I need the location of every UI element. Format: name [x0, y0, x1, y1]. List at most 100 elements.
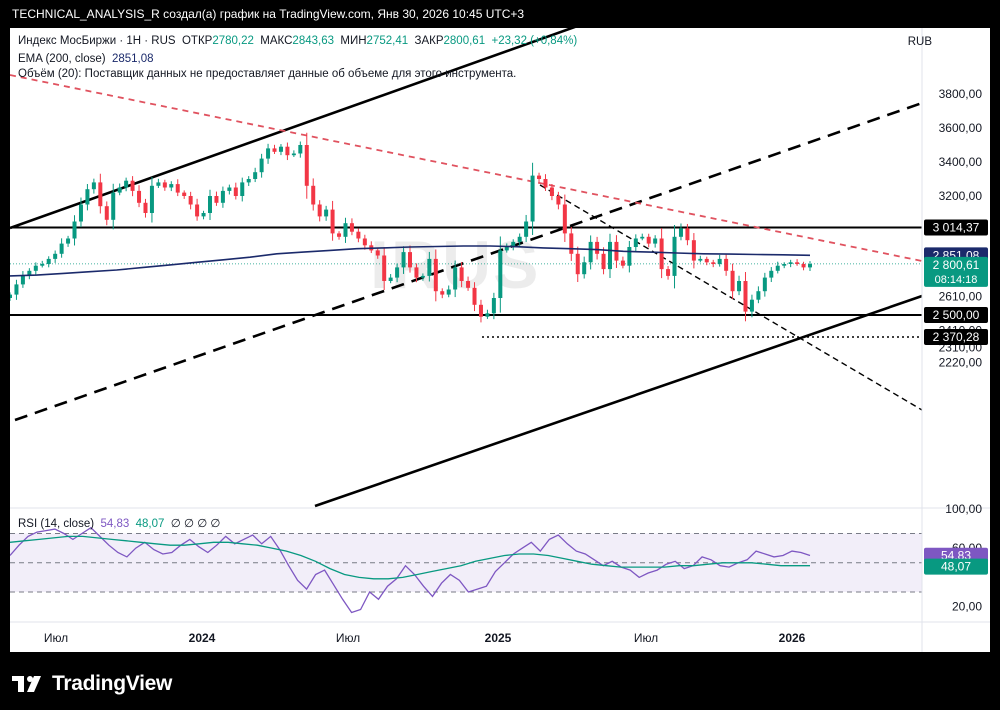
- time-tick-label: Июл: [634, 631, 658, 645]
- candle-body: [769, 270, 774, 278]
- candle-body: [14, 284, 19, 295]
- volume-legend[interactable]: Объём (20): Поставщик данных не предоста…: [18, 68, 516, 80]
- price-tick-label: 2610,00: [939, 289, 983, 303]
- rsi-legend[interactable]: RSI (14, close) 54,83 48,07 ∅ ∅ ∅ ∅: [18, 516, 220, 530]
- candle-body: [775, 265, 780, 271]
- candle-body: [646, 236, 651, 244]
- candle-body: [266, 148, 271, 159]
- price-tick-label: 3800,00: [939, 87, 983, 101]
- candle-body: [111, 192, 116, 220]
- candle-body: [201, 213, 206, 217]
- candle-body: [124, 180, 129, 188]
- candle-body: [259, 158, 264, 173]
- candle-body: [285, 146, 290, 156]
- candle-body: [582, 262, 587, 275]
- channel-lower-line: [314, 294, 923, 508]
- candle-body: [524, 221, 529, 237]
- candle-body: [704, 258, 709, 263]
- candle-body: [291, 153, 296, 156]
- candle-body: [730, 270, 735, 292]
- candle-body: [685, 228, 690, 241]
- candle-body: [556, 196, 561, 205]
- candle-body: [537, 175, 542, 179]
- candle-body: [311, 185, 316, 205]
- ema-200-line: [10, 245, 811, 277]
- candle-body: [162, 182, 167, 188]
- candle-body: [246, 179, 251, 183]
- ema-label: EMA (200, close): [18, 53, 106, 65]
- rsi-tick-label: 20,00: [952, 600, 982, 614]
- candle-body: [253, 172, 258, 179]
- close-label: ЗАКР: [414, 35, 444, 47]
- candle-body: [343, 223, 348, 237]
- ema-legend[interactable]: EMA (200, close) 2851,08: [18, 53, 154, 65]
- volume-text: Объём (20): Поставщик данных не предоста…: [18, 68, 517, 80]
- candle-body: [104, 206, 109, 220]
- candle-body: [330, 209, 335, 234]
- time-tick-label: Июл: [336, 631, 360, 645]
- candle-body: [724, 258, 729, 271]
- candle-body: [324, 209, 329, 217]
- symbol-watermark: IRUS: [370, 226, 540, 304]
- candle-body: [401, 252, 406, 268]
- currency-label[interactable]: RUB: [907, 36, 932, 48]
- candle-body: [85, 189, 90, 205]
- candle-body: [72, 221, 77, 239]
- candle-body: [227, 187, 232, 191]
- candle-body: [46, 258, 51, 264]
- dashed-downtrend-line: [539, 184, 923, 411]
- tradingview-logo-icon: [12, 676, 41, 692]
- axis-layer: 3800,003600,003400,003200,002610,002410,…: [10, 28, 990, 652]
- candle-body: [10, 294, 12, 298]
- price-tick-label: 2220,00: [939, 356, 983, 370]
- chart-panel[interactable]: IRUS 3800,003600,003400,003200,002610,00…: [10, 28, 990, 652]
- candle-body: [182, 192, 187, 196]
- candle-body: [433, 258, 438, 292]
- low-label: МИН: [340, 35, 367, 47]
- symbol-name: Индекс МосБиржи · 1Н · RUS: [18, 35, 176, 47]
- candle-body: [762, 277, 767, 292]
- last-price-badge-bg: [924, 256, 988, 287]
- candle-body: [691, 240, 696, 261]
- candle-body: [620, 260, 625, 266]
- candle-body: [427, 258, 432, 276]
- candle-body: [633, 238, 638, 247]
- tradingview-logo[interactable]: TradingView: [12, 672, 172, 696]
- candle-body: [530, 175, 535, 222]
- chart-canvas[interactable]: 3800,003600,003400,003200,002610,002410,…: [10, 28, 990, 652]
- candle-body: [53, 253, 58, 259]
- candle-body: [220, 190, 225, 203]
- candle-body: [175, 184, 180, 193]
- candle-body: [511, 241, 516, 247]
- low-value: 2752,41: [366, 35, 409, 47]
- candle-body: [420, 275, 425, 278]
- candle-body: [304, 145, 309, 186]
- rsi-layer: [10, 507, 990, 614]
- countdown-badge: 08:14:18: [935, 274, 978, 286]
- candle-body: [491, 298, 496, 314]
- candle-body: [756, 291, 761, 300]
- candle-body: [317, 204, 322, 217]
- brand-name: TradingView: [52, 672, 173, 695]
- candle-body: [143, 202, 148, 213]
- rsi-ma-line: [10, 535, 810, 580]
- dashed-midline: [14, 101, 923, 422]
- candle-body: [517, 236, 522, 242]
- candle-body: [388, 277, 393, 281]
- candle-body: [233, 187, 238, 196]
- candle-body: [788, 262, 793, 264]
- candle-body: [588, 241, 593, 263]
- candle-body: [743, 281, 748, 312]
- candle-body: [375, 250, 380, 256]
- candle-body: [717, 258, 722, 264]
- level-badge-1: 2 500,00: [933, 308, 980, 322]
- attribution-bar: TECHNICAL_ANALYSIS_R создал(а) график на…: [0, 0, 1000, 28]
- rsi-ma-badge: 48,07: [941, 560, 971, 574]
- time-tick-label: 2025: [485, 631, 512, 645]
- high-value: 2843,63: [292, 35, 334, 47]
- level-badge-2-bg: [924, 329, 988, 346]
- candle-body: [678, 228, 683, 237]
- candle-body: [117, 187, 122, 193]
- candle-body: [808, 264, 812, 268]
- candle-body: [485, 313, 490, 317]
